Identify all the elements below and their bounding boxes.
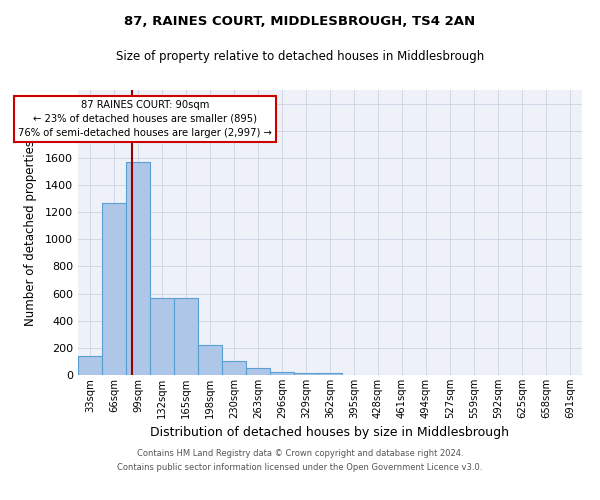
Text: Size of property relative to detached houses in Middlesbrough: Size of property relative to detached ho…	[116, 50, 484, 63]
Y-axis label: Number of detached properties: Number of detached properties	[23, 140, 37, 326]
Text: Contains HM Land Registry data © Crown copyright and database right 2024.: Contains HM Land Registry data © Crown c…	[137, 448, 463, 458]
Bar	[126, 162, 150, 375]
Bar	[102, 204, 126, 375]
Bar	[294, 372, 318, 375]
Bar	[270, 372, 294, 375]
Text: 87, RAINES COURT, MIDDLESBROUGH, TS4 2AN: 87, RAINES COURT, MIDDLESBROUGH, TS4 2AN	[124, 15, 476, 28]
Bar	[246, 368, 270, 375]
Bar	[318, 373, 342, 375]
Text: Contains public sector information licensed under the Open Government Licence v3: Contains public sector information licen…	[118, 464, 482, 472]
Bar	[198, 345, 222, 375]
Text: 87 RAINES COURT: 90sqm
← 23% of detached houses are smaller (895)
76% of semi-de: 87 RAINES COURT: 90sqm ← 23% of detached…	[18, 100, 272, 138]
X-axis label: Distribution of detached houses by size in Middlesbrough: Distribution of detached houses by size …	[151, 426, 509, 440]
Bar	[150, 298, 174, 375]
Bar	[174, 298, 198, 375]
Bar	[222, 362, 246, 375]
Bar	[78, 356, 102, 375]
